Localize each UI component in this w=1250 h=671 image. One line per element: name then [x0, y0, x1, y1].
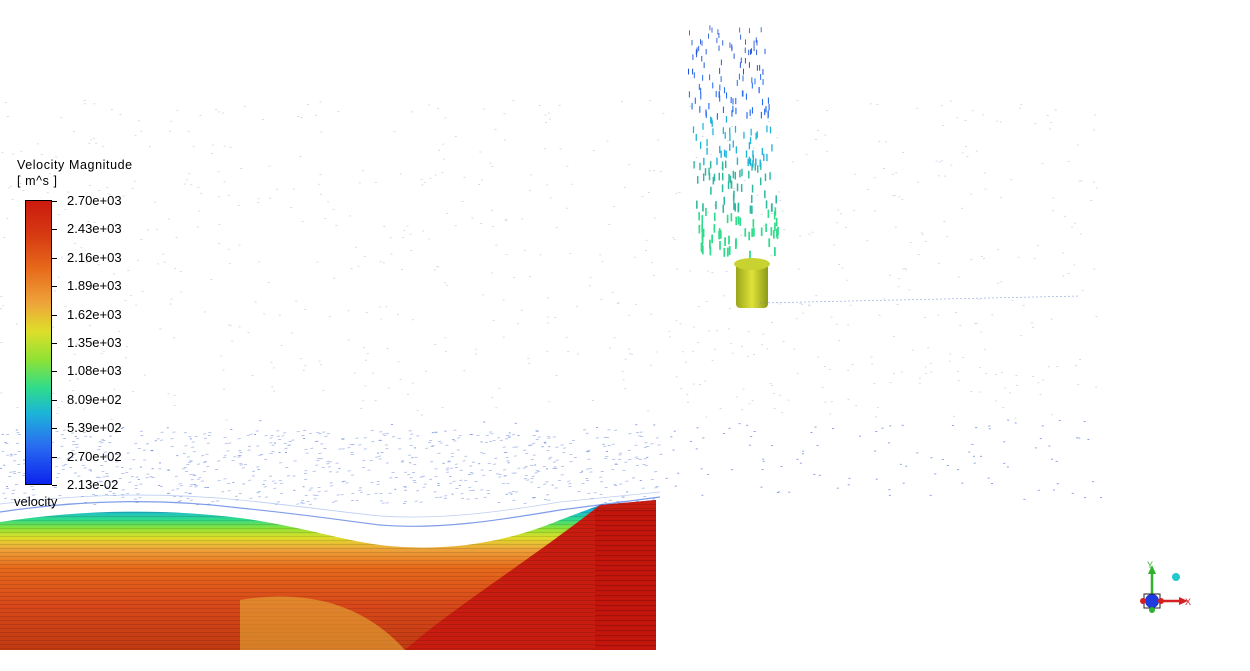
legend-tick-label: 2.16e+03: [67, 251, 122, 265]
legend-tick-mark: [52, 457, 57, 458]
view-point-icon: [1172, 573, 1180, 581]
legend-tick-mark: [52, 315, 57, 316]
legend-tick-label: 2.70e+02: [67, 450, 122, 464]
legend-tick-label: 2.70e+03: [67, 194, 122, 208]
legend-tick-label: 1.62e+03: [67, 308, 122, 322]
legend-tick-mark: [52, 400, 57, 401]
legend-title: Velocity Magnitude: [17, 158, 133, 173]
legend-tick-mark: [52, 286, 57, 287]
legend-tick-label: 1.89e+03: [67, 279, 122, 293]
legend-unit: [ m^s ]: [17, 174, 58, 189]
legend-tick-mark: [52, 371, 57, 372]
plume-vectors: [689, 25, 1080, 308]
legend-tick-mark: [52, 485, 57, 486]
legend-tick-mark: [52, 428, 57, 429]
x-axis-label: X: [1185, 597, 1191, 607]
sparse-vectors: [0, 100, 1102, 504]
legend-tick-label: 2.43e+03: [67, 222, 122, 236]
legend-tick-mark: [52, 343, 57, 344]
legend-tick-label: 1.35e+03: [67, 336, 122, 350]
color-scale-bar: [25, 200, 52, 485]
legend-tick-label: 2.13e-02: [67, 478, 118, 492]
legend-variable-label: velocity: [14, 494, 57, 509]
y-axis-label: Y: [1147, 560, 1153, 570]
z-axis-icon: [1145, 594, 1159, 608]
legend-tick-label: 1.08e+03: [67, 364, 122, 378]
legend-tick-mark: [52, 258, 57, 259]
jet-flow-region: [0, 492, 660, 650]
legend-tick-mark: [52, 229, 57, 230]
legend-tick-mark: [52, 201, 57, 202]
legend-tick-label: 8.09e+02: [67, 393, 122, 407]
legend-tick-label: 5.39e+02: [67, 421, 122, 435]
axis-triad[interactable]: Y X: [1133, 560, 1203, 620]
